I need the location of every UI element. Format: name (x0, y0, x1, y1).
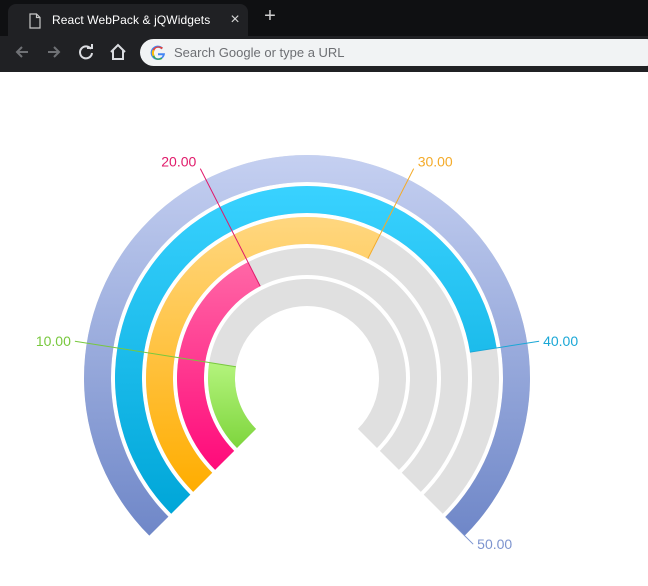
value-label: 40.00 (543, 333, 578, 349)
page-content: 50.00 40.00 30.00 20.00 10.00 (0, 72, 648, 586)
bar-group (83, 155, 530, 536)
leader-line (74, 340, 236, 368)
back-arrow-icon[interactable] (12, 42, 32, 62)
gauge-track (208, 279, 406, 449)
close-icon[interactable]: × (230, 11, 240, 28)
value-label-group: 50.00 40.00 30.00 20.00 10.00 (36, 154, 579, 553)
document-icon (29, 13, 41, 29)
gauge-bar (115, 186, 497, 514)
gauge-bar (208, 362, 257, 449)
value-label: 30.00 (418, 154, 453, 170)
browser-chrome: React WebPack & jQWidgets × + (0, 0, 648, 72)
gauge-bar (176, 262, 261, 470)
leader-line (469, 340, 540, 353)
reload-icon[interactable] (76, 42, 96, 62)
leader-line (367, 168, 415, 259)
search-input[interactable] (174, 39, 644, 66)
browser-tab[interactable]: React WebPack & jQWidgets × (8, 4, 248, 36)
radial-bar-gauge: 50.00 40.00 30.00 20.00 10.00 (36, 154, 579, 553)
tab-strip: React WebPack & jQWidgets × + (0, 0, 648, 36)
home-icon[interactable] (108, 42, 128, 62)
leader-line (199, 168, 261, 287)
value-label: 50.00 (477, 536, 512, 552)
leader-line-group (74, 168, 540, 545)
leader-line (445, 516, 474, 545)
address-bar[interactable] (140, 39, 648, 66)
gauge-bar (146, 216, 381, 492)
gauge-bar (83, 155, 530, 536)
forward-arrow-icon[interactable] (44, 42, 64, 62)
tab-title: React WebPack & jQWidgets (52, 13, 211, 27)
value-label: 20.00 (161, 154, 196, 170)
plus-icon[interactable]: + (264, 5, 276, 27)
google-g-icon (150, 45, 165, 60)
value-label: 10.00 (36, 333, 71, 349)
